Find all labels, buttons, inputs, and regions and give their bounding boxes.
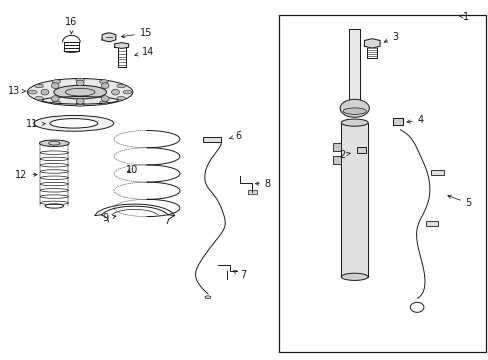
Bar — [356, 147, 365, 153]
Ellipse shape — [52, 80, 61, 83]
Text: 4: 4 — [406, 115, 423, 125]
Text: 11: 11 — [26, 119, 45, 129]
Polygon shape — [392, 118, 402, 126]
Ellipse shape — [341, 119, 367, 126]
Polygon shape — [348, 30, 359, 108]
Circle shape — [111, 89, 119, 95]
Ellipse shape — [52, 101, 61, 104]
Text: 13: 13 — [8, 86, 26, 96]
Text: 7: 7 — [233, 270, 245, 280]
Ellipse shape — [27, 78, 133, 106]
Polygon shape — [114, 43, 128, 49]
Bar — [332, 143, 341, 151]
Circle shape — [76, 80, 84, 86]
Ellipse shape — [99, 101, 108, 104]
Text: 15: 15 — [121, 28, 152, 38]
Ellipse shape — [342, 108, 366, 114]
Text: 2: 2 — [338, 150, 350, 160]
Text: 8: 8 — [255, 179, 270, 189]
Circle shape — [51, 96, 59, 102]
Circle shape — [51, 83, 59, 89]
Ellipse shape — [341, 273, 367, 280]
Polygon shape — [102, 33, 116, 41]
Bar — [203, 136, 220, 142]
Ellipse shape — [99, 80, 108, 83]
Bar — [332, 156, 341, 164]
Ellipse shape — [117, 84, 125, 88]
Text: 6: 6 — [229, 131, 241, 141]
Circle shape — [76, 98, 84, 104]
Text: 5: 5 — [447, 195, 471, 208]
Ellipse shape — [34, 116, 114, 131]
Bar — [425, 221, 437, 226]
Bar — [248, 190, 257, 194]
Bar — [278, 15, 485, 352]
Ellipse shape — [76, 78, 84, 82]
Circle shape — [41, 89, 49, 95]
Circle shape — [101, 83, 109, 89]
Text: 9: 9 — [102, 213, 116, 223]
Text: 3: 3 — [384, 32, 398, 42]
Ellipse shape — [50, 118, 98, 128]
Ellipse shape — [54, 85, 106, 99]
Text: 10: 10 — [126, 165, 138, 175]
Ellipse shape — [35, 84, 43, 88]
Ellipse shape — [339, 99, 368, 117]
Text: 16: 16 — [65, 17, 78, 34]
Ellipse shape — [76, 103, 84, 106]
Polygon shape — [364, 39, 379, 48]
Text: 12: 12 — [15, 170, 37, 180]
Ellipse shape — [40, 140, 69, 147]
Polygon shape — [341, 123, 367, 277]
Text: 14: 14 — [135, 46, 154, 57]
Ellipse shape — [35, 96, 43, 100]
Ellipse shape — [123, 90, 132, 94]
Text: 1: 1 — [459, 12, 468, 22]
Circle shape — [101, 96, 109, 102]
Bar — [430, 170, 444, 175]
Ellipse shape — [117, 96, 125, 100]
Ellipse shape — [28, 90, 37, 94]
Ellipse shape — [204, 296, 210, 299]
